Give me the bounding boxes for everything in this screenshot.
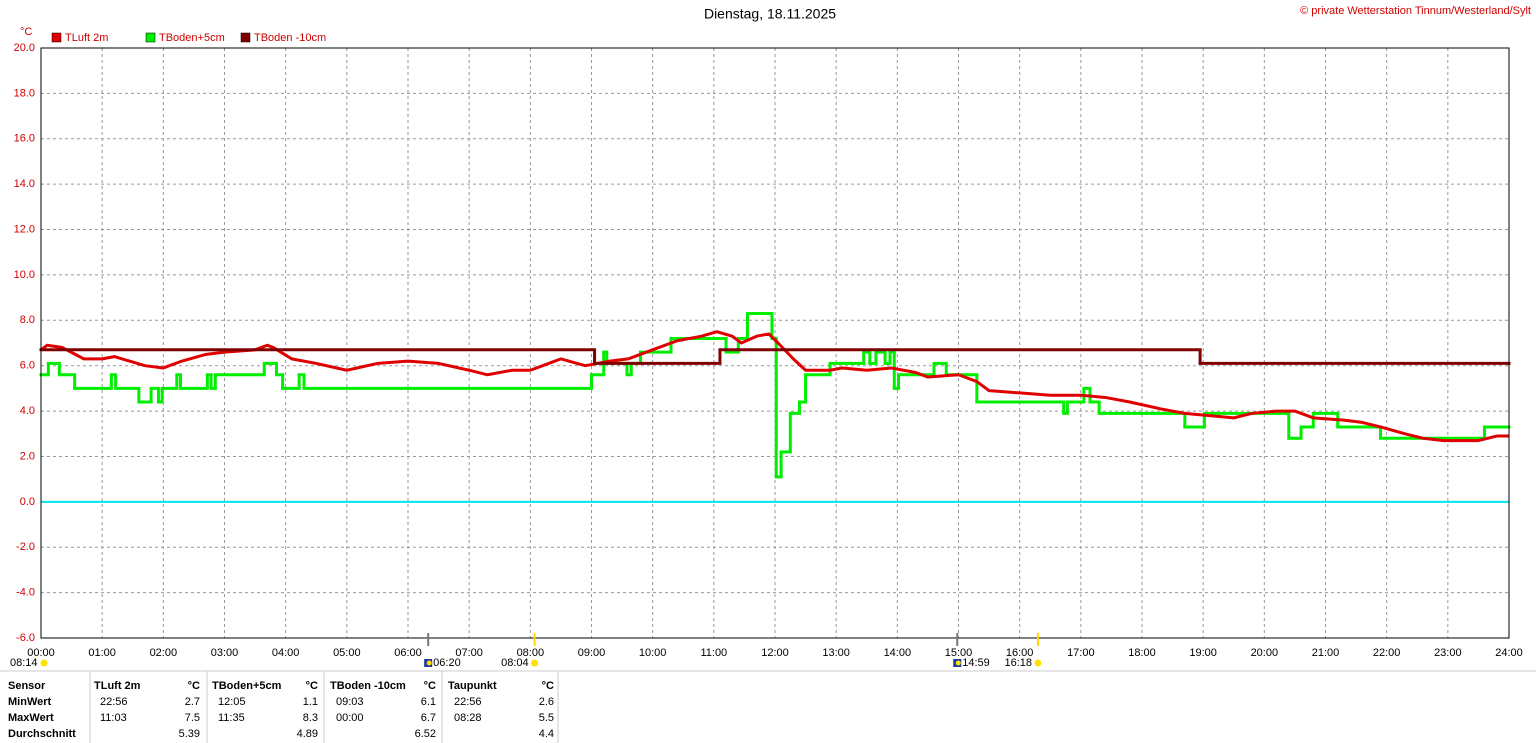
series-line [40, 330, 1509, 443]
y-tick-label: 12.0 [14, 223, 35, 235]
table-cell: Durchschnitt [8, 728, 76, 740]
x-tick-label: 03:00 [211, 647, 239, 659]
x-tick-label: 18:00 [1128, 647, 1156, 659]
table-cell: MaxWert [8, 712, 54, 724]
sun-event-label: 08:04 [501, 657, 529, 669]
chart-title: Dienstag, 18.11.2025 [704, 6, 836, 22]
sun-icon [531, 659, 539, 667]
table-cell: 2.7 [185, 696, 200, 708]
x-tick-label: 13:00 [822, 647, 850, 659]
table-cell: TBoden -10cm [330, 680, 406, 692]
table-cell: °C [542, 680, 554, 692]
table-cell: 5.39 [179, 728, 200, 740]
plot-frame [40, 47, 1510, 639]
y-tick-label: 8.0 [20, 314, 35, 326]
table-cell: 4.4 [539, 728, 554, 740]
x-tick-label: 07:00 [455, 647, 483, 659]
x-tick-label: 06:00 [394, 647, 422, 659]
y-tick-label: -2.0 [16, 541, 35, 553]
sun-icon [1034, 659, 1042, 667]
moon-event-label: 14:59 [962, 657, 990, 669]
x-tick-label: 23:00 [1434, 647, 1462, 659]
table-cell: 22:56 [454, 696, 482, 708]
x-tick-label: 08:00 [517, 647, 545, 659]
y-tick-label: 14.0 [14, 178, 35, 190]
y-tick-label: 10.0 [14, 269, 35, 281]
x-tick-label: 02:00 [150, 647, 178, 659]
x-tick-label: 11:00 [700, 647, 727, 659]
x-tick-label: 24:00 [1495, 647, 1523, 659]
y-tick-label: 6.0 [20, 360, 35, 372]
table-cell: 22:56 [100, 696, 128, 708]
x-tick-label: 17:00 [1067, 647, 1095, 659]
legend-label: TBoden+5cm [159, 32, 225, 44]
y-tick-label: 16.0 [14, 133, 35, 145]
daylight-label: 08:14 [10, 657, 38, 669]
y-tick-label: 20.0 [14, 42, 35, 54]
table-cell: MinWert [8, 696, 52, 708]
x-tick-label: 00:00 [27, 647, 55, 659]
table-cell: °C [188, 680, 200, 692]
table-cell: 6.7 [421, 712, 436, 724]
y-tick-label: -6.0 [16, 632, 35, 644]
table-cell: 11:03 [100, 712, 127, 724]
table-cell: 08:28 [454, 712, 482, 724]
legend-label: TBoden -10cm [254, 32, 326, 44]
x-tick-label: 01:00 [88, 647, 116, 659]
x-tick-label: 10:00 [639, 647, 667, 659]
table-cell: Sensor [8, 680, 46, 692]
table-cell: 11:35 [218, 712, 245, 724]
table-cell: 6.1 [421, 696, 436, 708]
x-tick-label: 14:00 [884, 647, 912, 659]
moon-icon [955, 660, 961, 666]
x-tick-label: 19:00 [1189, 647, 1217, 659]
moon-icon [426, 660, 432, 666]
legend-label: TLuft 2m [65, 32, 108, 44]
table-cell: TLuft 2m [94, 680, 141, 692]
table-cell: 8.3 [303, 712, 318, 724]
table-cell: TBoden+5cm [212, 680, 282, 692]
table-cell: 09:03 [336, 696, 364, 708]
y-tick-label: 0.0 [20, 496, 35, 508]
y-tick-label: 18.0 [14, 87, 35, 99]
x-tick-label: 15:00 [945, 647, 973, 659]
y-tick-label: 4.0 [20, 405, 35, 417]
table-cell: °C [306, 680, 318, 692]
table-cell: 00:00 [336, 712, 364, 724]
x-tick-label: 22:00 [1373, 647, 1401, 659]
x-tick-label: 05:00 [333, 647, 361, 659]
table-cell: 2.6 [539, 696, 554, 708]
y-tick-label: 2.0 [20, 450, 35, 462]
unit-label: °C [20, 26, 32, 38]
table-cell: °C [424, 680, 436, 692]
copyright: © private Wetterstation Tinnum/Westerlan… [1300, 5, 1531, 17]
x-tick-label: 20:00 [1251, 647, 1279, 659]
sun-icon [40, 659, 48, 667]
table-cell: 12:05 [218, 696, 246, 708]
sun-event-label: 16:18 [1004, 657, 1032, 669]
y-tick-label: -4.0 [16, 587, 35, 599]
x-tick-label: 16:00 [1006, 647, 1034, 659]
table-cell: 5.5 [539, 712, 554, 724]
moon-event-label: 06:20 [433, 657, 461, 669]
table-cell: 4.89 [297, 728, 318, 740]
x-tick-label: 21:00 [1312, 647, 1340, 659]
legend-swatch [51, 32, 62, 43]
table-cell: 1.1 [303, 696, 318, 708]
table-cell: 7.5 [185, 712, 200, 724]
table-cell: 6.52 [415, 728, 436, 740]
x-tick-label: 09:00 [578, 647, 606, 659]
table-cell: Taupunkt [448, 680, 497, 692]
legend-swatch [145, 32, 156, 43]
x-tick-label: 04:00 [272, 647, 300, 659]
x-tick-label: 12:00 [761, 647, 789, 659]
legend-swatch [240, 32, 251, 43]
